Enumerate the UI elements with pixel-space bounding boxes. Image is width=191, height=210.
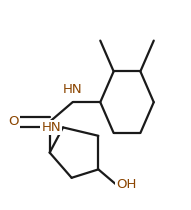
Text: HN: HN	[63, 83, 82, 96]
Text: HN: HN	[41, 121, 61, 134]
Text: OH: OH	[117, 178, 137, 191]
Text: O: O	[8, 115, 19, 128]
